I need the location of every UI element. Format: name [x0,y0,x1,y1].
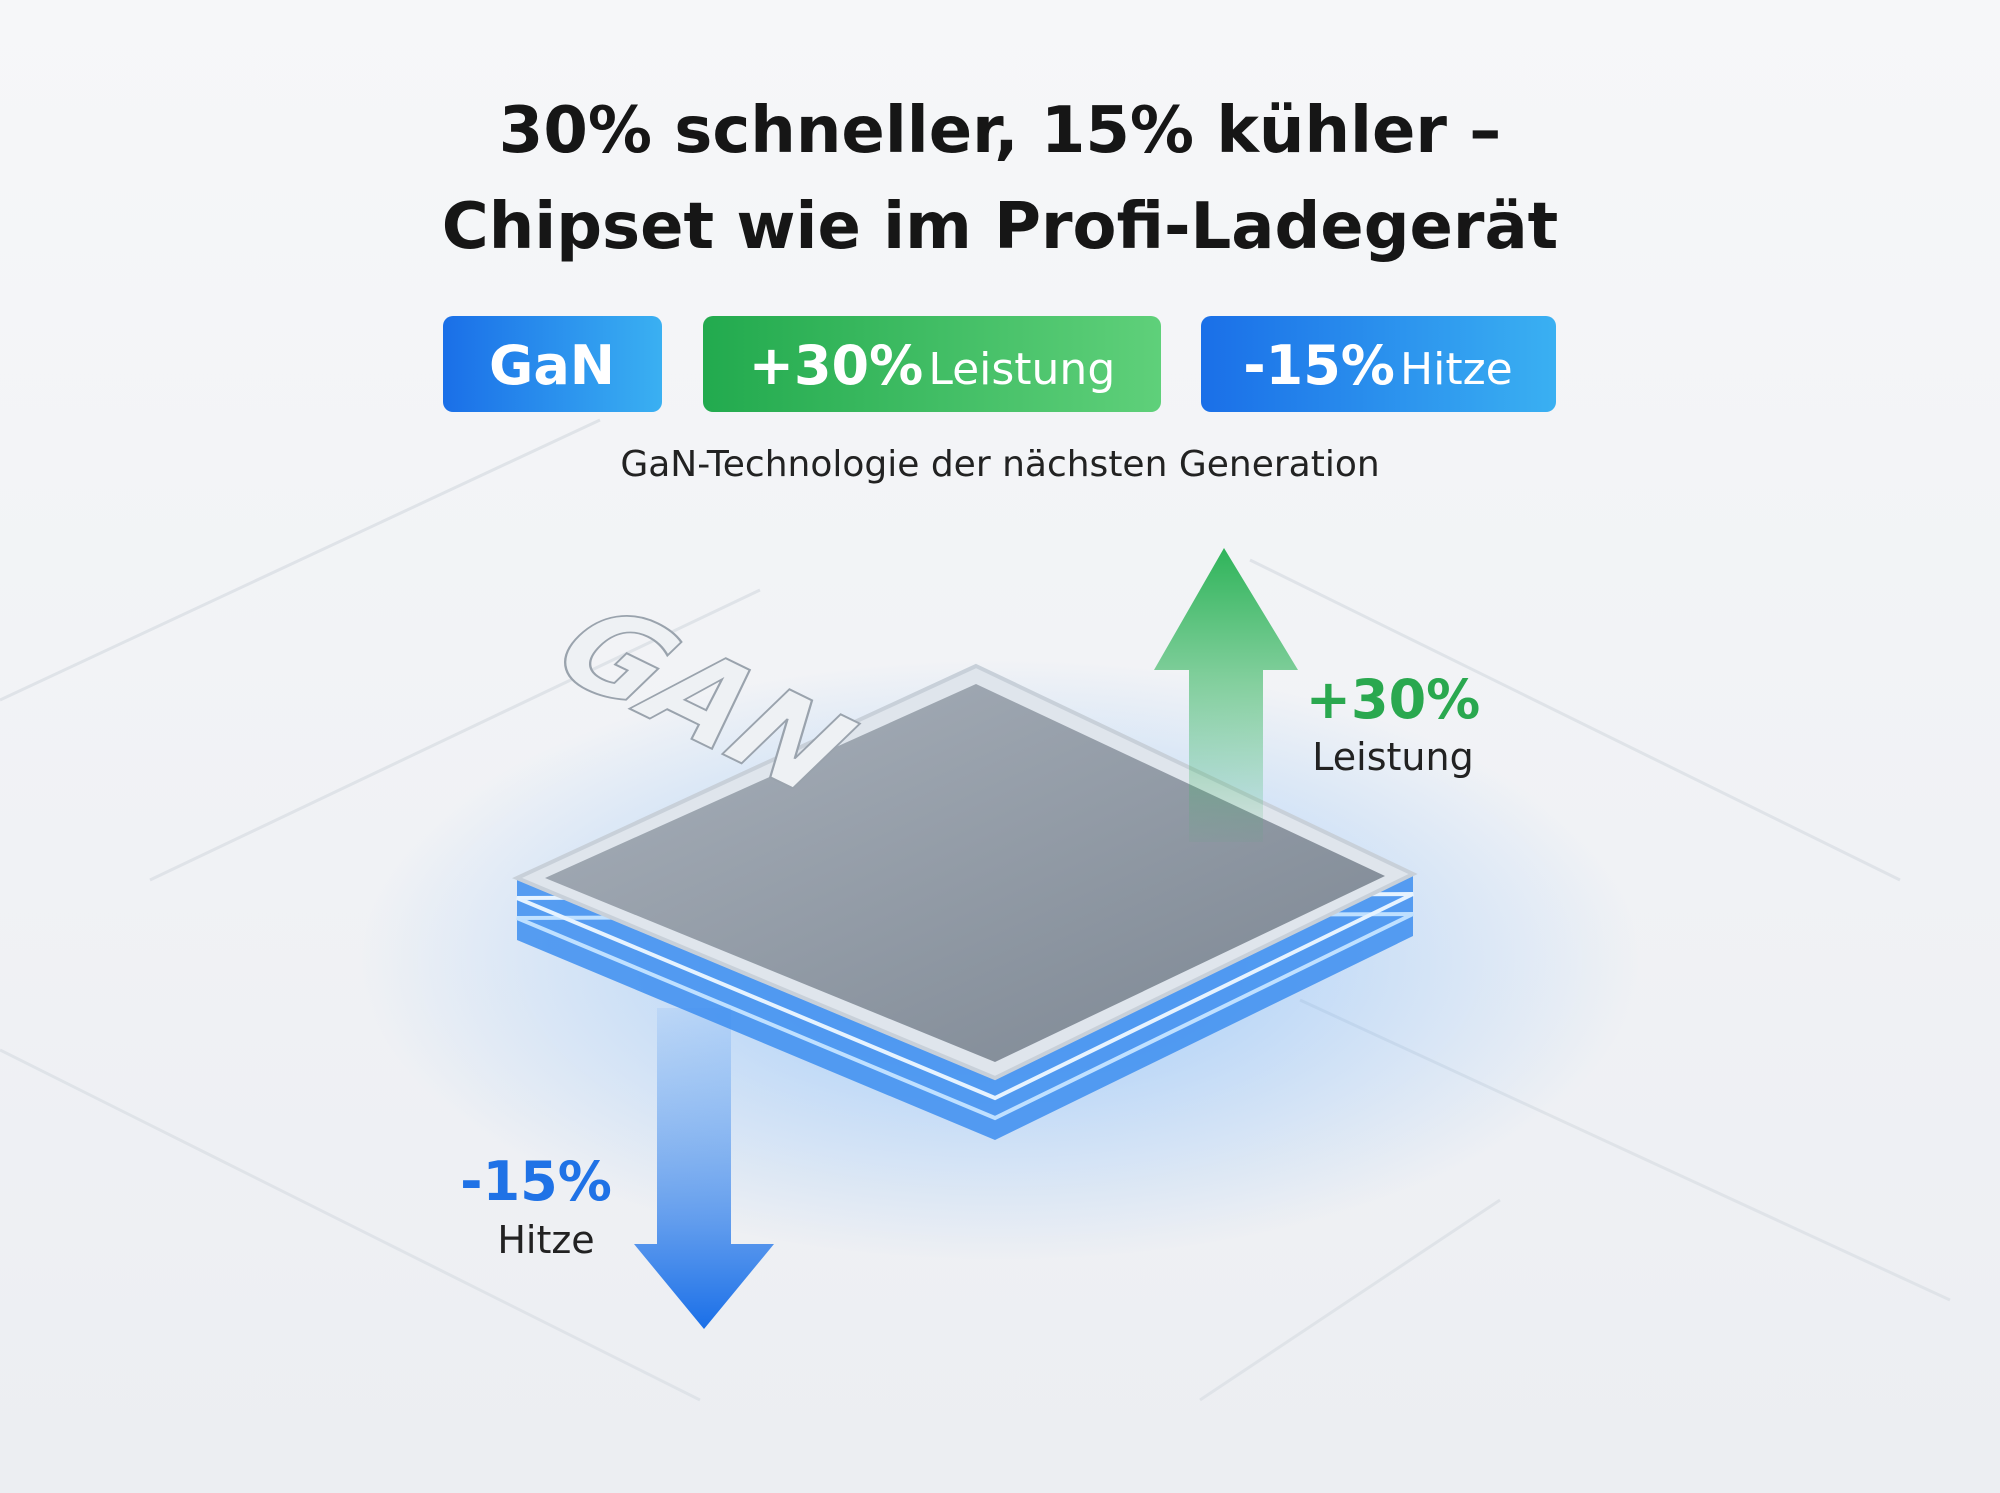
badge-label: Leistung [928,344,1115,395]
badge-text: -15% Hitze [1243,334,1513,397]
subtitle: GaN-Technologie der nächsten Generation [620,444,1379,485]
badge-bold: -15% [1243,334,1395,397]
arrow-up [1154,548,1298,842]
badge-bold: +30% [749,334,924,397]
title-line: Chipset wie im Profi-Ladegerät [442,190,1559,264]
arrow-down [634,1008,774,1329]
badge [1201,316,1556,412]
badge [703,316,1161,412]
badge-label: Hitze [1400,344,1513,395]
callout-label: Leistung [1312,735,1473,779]
badge [443,316,662,412]
callout-value: +30% [1306,668,1481,731]
callout-label: Hitze [497,1218,594,1262]
title-line: 30% schneller, 15% kühler – [499,94,1501,168]
callout-value: -15% [460,1150,612,1213]
badge-text: +30% Leistung [749,334,1116,397]
circuit-lines [0,418,1951,1402]
badge-text: GaN [489,334,615,397]
